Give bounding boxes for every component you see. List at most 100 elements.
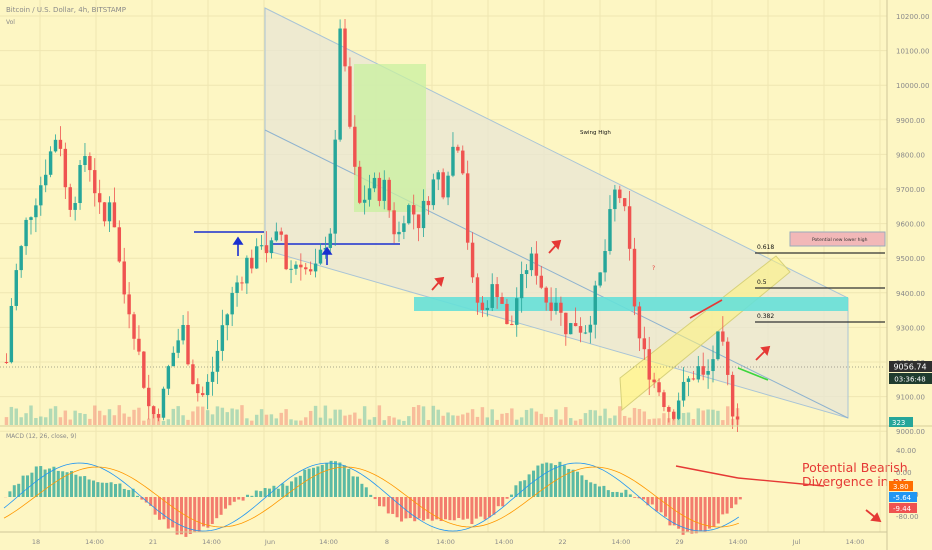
candle-body: [362, 199, 367, 203]
macd-hist-bar: [263, 488, 267, 497]
macd-hist-bar: [87, 479, 91, 497]
volume-bar: [147, 418, 151, 425]
macd-hist-bar: [708, 497, 711, 529]
macd-hist-bar: [325, 463, 329, 497]
candle-body: [637, 306, 642, 339]
macd-hist-bar: [307, 468, 311, 497]
candle-body: [299, 264, 303, 268]
volume-bar: [554, 409, 558, 425]
volume-bar: [191, 411, 195, 425]
volume-bar: [201, 406, 205, 425]
macd-hist-bar: [492, 497, 496, 515]
volume-bar: [299, 420, 303, 425]
red-arrow-2: [548, 239, 562, 254]
volume-bar: [529, 408, 534, 425]
candle-body: [475, 277, 480, 303]
macd-hist-bar: [153, 497, 157, 515]
candle-body: [19, 246, 23, 271]
macd-hist-bar: [338, 462, 342, 497]
volume-bars: [4, 405, 740, 425]
macd-hist-bar: [602, 485, 606, 497]
candle-body: [578, 326, 583, 333]
candle-body: [215, 350, 220, 372]
macd-hist-bar: [395, 497, 399, 518]
macd-hist-bar: [246, 494, 249, 497]
volume-bar: [696, 408, 701, 425]
candle-body: [426, 200, 431, 206]
macd-hist-bar: [510, 494, 513, 497]
macd-hist-bar: [118, 483, 122, 497]
candle-body: [441, 172, 445, 198]
volume-bar: [107, 409, 112, 425]
candle-body: [377, 177, 382, 201]
candle-body: [112, 202, 117, 228]
macd-hist-bar: [664, 497, 667, 517]
volume-bar: [613, 415, 617, 425]
volume-bar: [9, 406, 14, 425]
macd-hist-bar: [166, 497, 170, 529]
candle-body: [245, 257, 249, 284]
macd-hist-bar: [466, 497, 469, 519]
macd-hist-bar: [12, 485, 16, 497]
price-tick-label: 9800.00: [896, 151, 925, 159]
macd-divergence-line: [675, 465, 739, 479]
macd-hist-bar: [408, 497, 412, 519]
candle-body: [14, 270, 18, 306]
candle-body: [657, 382, 661, 393]
macd-hist-bar: [268, 488, 271, 497]
macd-hist-bar: [527, 474, 531, 497]
time-tick-label: 14:00: [495, 538, 514, 546]
volume-bar: [461, 414, 465, 425]
volume-bar: [93, 405, 97, 425]
candle-body: [632, 248, 637, 307]
volume-bar: [343, 415, 347, 425]
macd-hist-bar: [545, 462, 549, 497]
time-tick-label: 14:00: [319, 538, 338, 546]
macd-hist-bar: [92, 480, 95, 497]
price-tick-label: 10000.00: [896, 82, 929, 90]
macd-hist-bar: [329, 460, 333, 497]
volume-bar: [686, 412, 691, 425]
macd-hist-bar: [382, 497, 386, 507]
candle-body: [465, 173, 470, 243]
macd-hist-bar: [206, 497, 210, 528]
symbol-title: Bitcoin / U.S. Dollar, 4h, BITSTAMP: [6, 6, 126, 14]
volume-bar: [205, 410, 210, 425]
time-axis[interactable]: 18 14:00 21 14:00 Jun 14:00 8 14:00 14:00 22 14:00…: [32, 538, 865, 546]
volume-bar: [323, 405, 328, 425]
candle-body: [554, 302, 558, 311]
volume-bar: [254, 414, 259, 425]
price-axis[interactable]: 10200.00 10100.00 10000.00 9900.00 9800.00 97…: [896, 13, 929, 436]
candle-body: [284, 234, 288, 270]
macd-hist-bar: [224, 497, 227, 509]
macd-hist-bar: [254, 490, 258, 497]
candle-body: [622, 198, 627, 207]
macd-hist-bar: [342, 465, 346, 497]
candle-body: [421, 200, 426, 229]
volume-bar: [510, 408, 514, 425]
candle-body: [78, 165, 82, 204]
macd-hist-bar: [690, 497, 694, 534]
macd-value-2: -5.64: [893, 494, 912, 502]
volume-bar: [436, 409, 440, 425]
candle-body: [97, 193, 102, 203]
volume-bar: [618, 406, 622, 425]
candle-body: [490, 284, 494, 308]
candle-body: [603, 251, 607, 273]
volume-bar: [593, 410, 597, 425]
volume-bar: [608, 418, 612, 425]
candle-body: [613, 189, 617, 210]
volume-bar: [583, 413, 588, 425]
candle-body: [73, 203, 77, 210]
blue-up-arrow-2: [321, 246, 333, 265]
macd-hist-bar: [655, 497, 659, 512]
macd-hist-bar: [114, 484, 117, 497]
macd-hist-bar: [180, 497, 183, 535]
volume-bar: [14, 408, 18, 425]
candle-body: [608, 209, 612, 252]
volume-bar: [161, 420, 166, 425]
time-tick-label: 18: [32, 538, 40, 546]
macd-hist-bar: [620, 492, 623, 497]
macd-hist-bar: [48, 468, 51, 497]
